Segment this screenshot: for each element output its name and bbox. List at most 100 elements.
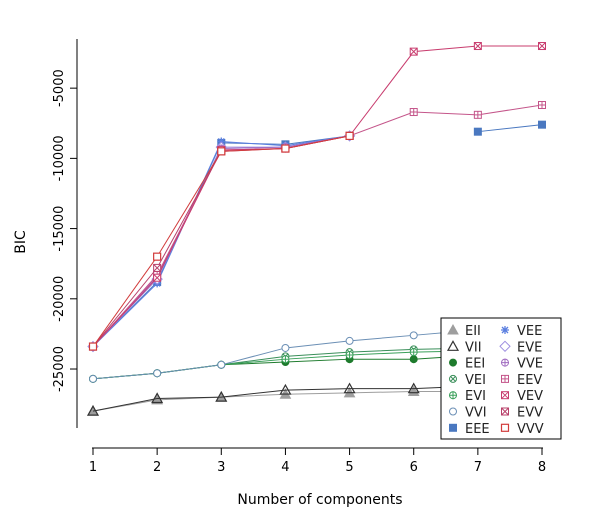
legend-item: EEE <box>449 422 490 437</box>
legend-marker <box>501 374 509 383</box>
legend-label: VVI <box>465 406 487 421</box>
data-point <box>407 382 420 394</box>
series-EVE <box>87 130 356 353</box>
legend-label: VII <box>465 340 482 355</box>
legend-label: VVV <box>517 422 544 437</box>
data-point <box>409 331 418 340</box>
y-tick-label: -5000 <box>52 69 67 107</box>
data-point <box>151 392 164 404</box>
legend-label: EEI <box>465 357 485 372</box>
data-point <box>538 101 546 110</box>
legend-label: EVE <box>517 340 542 355</box>
data-point <box>473 110 482 119</box>
legend-label: VEI <box>465 373 486 388</box>
x-tick-label: 2 <box>153 460 161 475</box>
data-point <box>279 383 292 395</box>
series-EEE <box>89 120 546 351</box>
series-EEV <box>89 101 546 351</box>
data-point <box>345 350 354 359</box>
data-point <box>215 390 228 402</box>
legend-item: EII <box>447 323 481 339</box>
legend-item: EEI <box>449 357 485 372</box>
data-point <box>217 147 226 156</box>
legend-label: EEE <box>465 422 490 437</box>
data-point <box>345 336 354 345</box>
legend-item: EVV <box>501 406 543 421</box>
x-tick-label: 7 <box>474 460 482 475</box>
data-point <box>281 355 290 364</box>
data-point <box>538 120 546 129</box>
x-tick-label: 8 <box>538 460 546 475</box>
data-point <box>473 127 482 136</box>
legend-item: VII <box>446 340 482 355</box>
x-axis-title: Number of components <box>237 492 402 508</box>
legend-label: VEE <box>517 324 542 339</box>
data-point <box>281 343 290 352</box>
x-tick-label: 3 <box>217 460 225 475</box>
y-tick-label: -10000 <box>52 135 67 181</box>
data-point <box>409 348 418 357</box>
data-point <box>343 382 356 394</box>
data-point <box>409 108 418 117</box>
x-tick-label: 1 <box>89 460 97 475</box>
data-point <box>281 144 290 153</box>
series-line <box>92 135 350 347</box>
x-ticks: 1 2 3 4 5 6 7 8 <box>89 448 546 475</box>
data-point <box>409 47 418 56</box>
series-VEV <box>89 42 546 351</box>
legend-item: VVI <box>449 406 487 421</box>
series-VEE <box>89 131 354 351</box>
legend-marker <box>500 423 510 432</box>
series-line <box>92 45 542 347</box>
legend-label: VEV <box>517 389 543 404</box>
legend-label: EVV <box>517 406 543 421</box>
legend-label: EEV <box>517 373 542 388</box>
series-VVV <box>88 131 354 351</box>
legend-marker <box>501 391 509 400</box>
data-point <box>88 342 98 351</box>
data-point <box>473 42 482 51</box>
series-line <box>92 135 350 347</box>
series-line <box>92 135 350 347</box>
legend-marker <box>501 407 509 416</box>
y-tick-label: -25000 <box>52 346 67 392</box>
legend-marker <box>501 326 509 334</box>
legend-label: EVI <box>465 389 486 404</box>
series-line <box>92 135 350 347</box>
series-VVE <box>89 131 354 351</box>
legend-label: VVE <box>517 357 543 372</box>
legend-label: EII <box>465 324 481 339</box>
series-line <box>477 124 543 133</box>
legend-marker <box>449 358 457 367</box>
axes: 1 2 3 4 5 6 7 8 -25000 -20000 -15000 -10000 -5000 N… <box>13 39 546 508</box>
x-tick-label: 5 <box>345 460 353 475</box>
legend-item: VVE <box>501 357 543 372</box>
data-point <box>89 374 97 383</box>
data-point <box>153 263 162 272</box>
legend-marker <box>449 423 457 432</box>
legend-item: EVE <box>499 340 542 355</box>
legend-marker <box>446 340 460 351</box>
y-tick-label: -20000 <box>52 276 67 322</box>
legend-marker <box>447 323 459 335</box>
data-point <box>153 369 162 378</box>
data-point <box>86 404 100 416</box>
data-point <box>409 355 418 364</box>
legend-item: VEV <box>501 389 543 404</box>
data-point <box>153 252 162 261</box>
legend-item: EEV <box>501 373 542 388</box>
data-point <box>153 273 162 282</box>
legend-marker <box>499 340 511 353</box>
data-point <box>538 42 546 51</box>
x-tick-label: 6 <box>410 460 418 475</box>
legend-marker <box>501 358 509 367</box>
y-tick-label: -15000 <box>52 206 67 252</box>
data-point <box>217 360 226 369</box>
legend-marker <box>449 374 457 383</box>
legend-item: VEI <box>449 373 486 388</box>
data-point <box>345 131 354 140</box>
series-line <box>92 135 350 347</box>
